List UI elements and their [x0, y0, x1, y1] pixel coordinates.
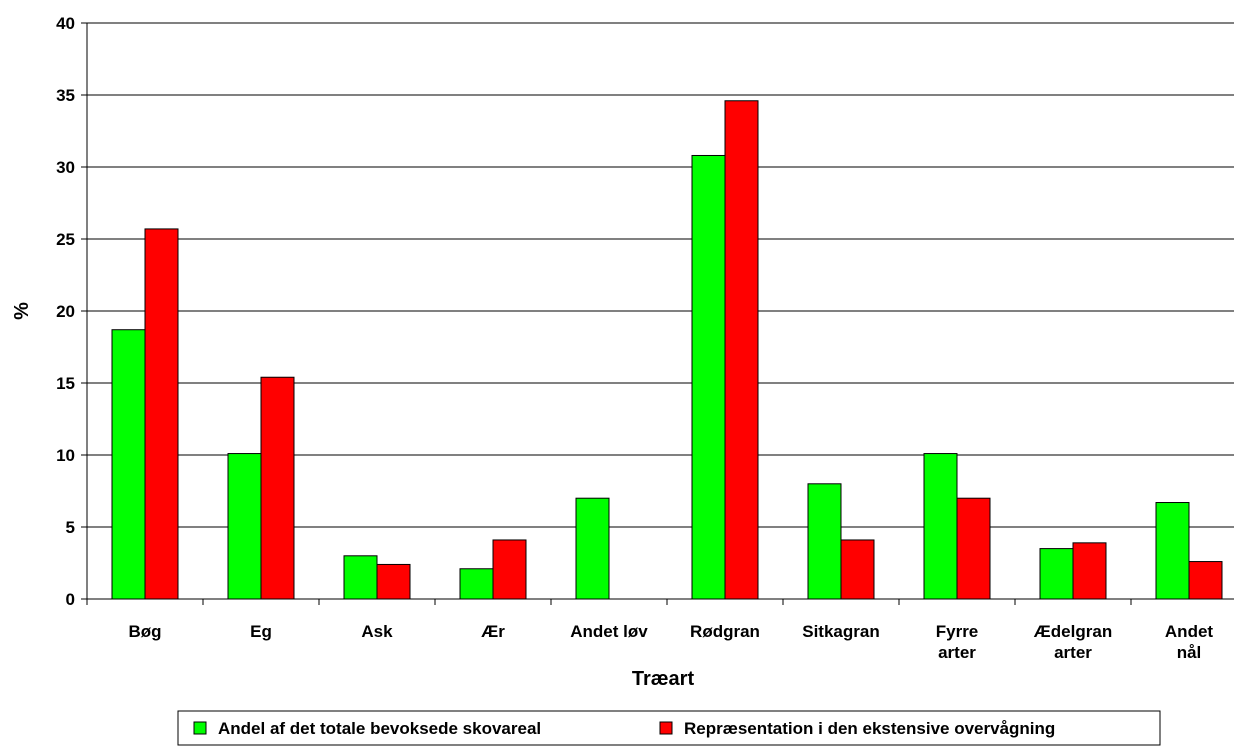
- bar-series-2: [1072, 542, 1107, 600]
- x-axis-title: Træart: [632, 668, 695, 690]
- x-tick-label: Sitkagran: [802, 622, 879, 641]
- x-tick-label: Andet løv: [570, 622, 648, 641]
- legend-swatch-green: [193, 721, 207, 735]
- x-tick-label: Andet: [1165, 622, 1214, 641]
- x-tick-label: arter: [1054, 643, 1092, 662]
- y-tick-label: 10: [56, 446, 75, 465]
- y-tick-label: 0: [66, 590, 75, 609]
- x-tick-label: Fyrre: [936, 622, 979, 641]
- bar-series-1: [459, 568, 494, 600]
- bar-series-2: [492, 539, 527, 600]
- y-tick-label: 5: [66, 518, 75, 537]
- bar-series-1: [111, 329, 146, 600]
- bar-series-1: [691, 154, 726, 600]
- bar-series-2: [260, 376, 295, 600]
- y-axis-title: %: [11, 302, 33, 320]
- y-tick-label: 30: [56, 158, 75, 177]
- bar-series-1: [1155, 502, 1190, 600]
- x-tick-label: Ær: [481, 622, 505, 641]
- y-tick-label: 15: [56, 374, 75, 393]
- x-tick-label: Eg: [250, 622, 272, 641]
- x-tick-label: Ask: [361, 622, 393, 641]
- bar-series-1: [923, 453, 958, 600]
- legend-label-series-1: Andel af det totale bevoksede skovareal: [218, 719, 541, 738]
- bar-series-2: [956, 497, 991, 600]
- y-tick-label: 40: [56, 14, 75, 33]
- y-tick-label: 25: [56, 230, 75, 249]
- bar-series-1: [1039, 548, 1074, 600]
- y-tick-label: 20: [56, 302, 75, 321]
- bar-series-2: [376, 563, 411, 600]
- bar-series-1: [807, 483, 842, 600]
- bar-series-1: [343, 555, 378, 600]
- x-tick-labels: Bøg Eg Ask Ær Andet løv Rødgran Sitkagran Fyrre…: [128, 622, 1213, 662]
- x-tick-label: arter: [938, 643, 976, 662]
- x-tick-label: Bøg: [128, 622, 161, 641]
- x-tick-label: Ædelgran: [1034, 622, 1112, 641]
- legend-label-series-2: Repræsentation i den ekstensive overvågn…: [684, 719, 1055, 738]
- bars: [111, 100, 1223, 600]
- bar-series-1: [227, 453, 262, 600]
- axes: [81, 22, 1234, 605]
- bar-series-1: [575, 497, 610, 600]
- bar-series-2: [840, 539, 875, 600]
- x-tick-label: nål: [1177, 643, 1202, 662]
- x-tick-label: Rødgran: [690, 622, 760, 641]
- gridlines: [87, 22, 1234, 528]
- legend: Andel af det totale bevoksede skovareal …: [177, 710, 1161, 746]
- bar-series-2: [1188, 561, 1223, 600]
- y-tick-label: 35: [56, 86, 75, 105]
- bar-series-2: [144, 228, 179, 600]
- y-tick-labels: 0 5 10 15 20 25 30 35 40: [56, 14, 75, 609]
- bar-series-2: [724, 100, 759, 600]
- legend-swatch-red: [659, 721, 673, 735]
